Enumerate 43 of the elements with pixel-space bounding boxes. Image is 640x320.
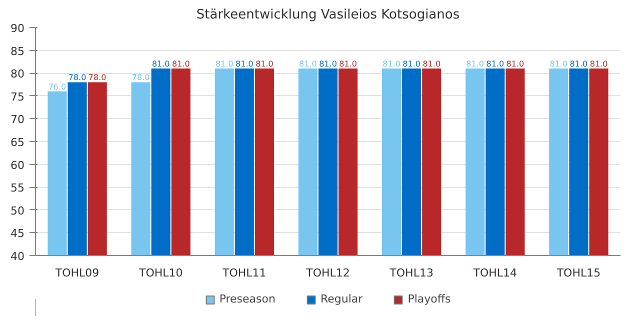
data-label: 81.0 [299, 60, 317, 69]
x-tick-label: TOHL15 [556, 266, 601, 280]
data-label: 78.0 [88, 73, 106, 82]
legend-label: Preseason [219, 292, 276, 306]
data-label: 81.0 [152, 60, 170, 69]
data-label: 81.0 [319, 60, 337, 69]
data-label: 81.0 [486, 60, 504, 69]
chart-title: Stärkeentwicklung Vasileios Kotsogianos [196, 8, 460, 22]
data-label: 81.0 [402, 60, 420, 69]
data-label: 81.0 [506, 60, 524, 69]
y-tick-label: 80 [10, 68, 25, 81]
y-tick-label: 40 [10, 250, 25, 263]
data-label: 81.0 [550, 60, 568, 69]
data-label: 81.0 [590, 60, 608, 69]
x-tick-label: TOHL10 [138, 266, 183, 280]
y-tick-label: 60 [10, 158, 25, 172]
y-tick-label: 50 [10, 204, 25, 218]
data-label: 81.0 [236, 60, 254, 69]
x-tick-label: TOHL14 [472, 266, 518, 280]
y-tick-label: 55 [10, 182, 25, 195]
x-tick-label: TOHL09 [54, 266, 100, 280]
data-label: 78.0 [132, 73, 150, 82]
data-label: 81.0 [422, 60, 441, 69]
y-tick-label: 70 [10, 113, 25, 126]
data-label: 76.0 [48, 82, 66, 92]
x-tick-label: TOHL12 [305, 266, 350, 280]
data-label: 81.0 [570, 60, 588, 69]
data-label: 81.0 [466, 60, 484, 69]
x-tick-label: TOHL11 [222, 266, 266, 280]
data-label: 81.0 [339, 60, 357, 69]
y-tick-label: 45 [10, 227, 25, 240]
y-tick-label: 90 [10, 22, 25, 35]
legend-label: Regular [320, 292, 363, 306]
data-label: 81.0 [256, 60, 274, 69]
y-tick-label: 75 [10, 90, 25, 104]
y-tick-label: 85 [10, 44, 25, 58]
x-tick-label: TOHL13 [388, 266, 434, 280]
y-tick-label: 65 [10, 136, 25, 149]
data-label: 81.0 [172, 60, 190, 69]
data-label: 81.0 [215, 60, 234, 69]
data-label: 81.0 [382, 60, 400, 69]
data-label: 78.0 [68, 73, 86, 82]
legend-label: Playoffs [408, 292, 451, 306]
